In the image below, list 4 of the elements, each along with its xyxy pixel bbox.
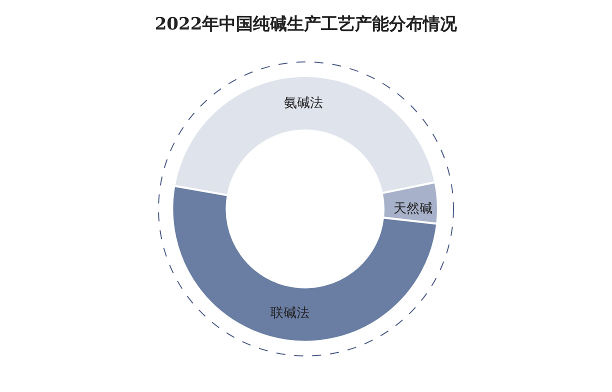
slice-label: 联碱法	[270, 306, 310, 321]
slice-label: 氨碱法	[284, 96, 324, 111]
slice-label: 天然碱	[394, 201, 433, 216]
chart-title: 2022年中国纯碱生产工艺产能分布情况	[154, 14, 458, 35]
